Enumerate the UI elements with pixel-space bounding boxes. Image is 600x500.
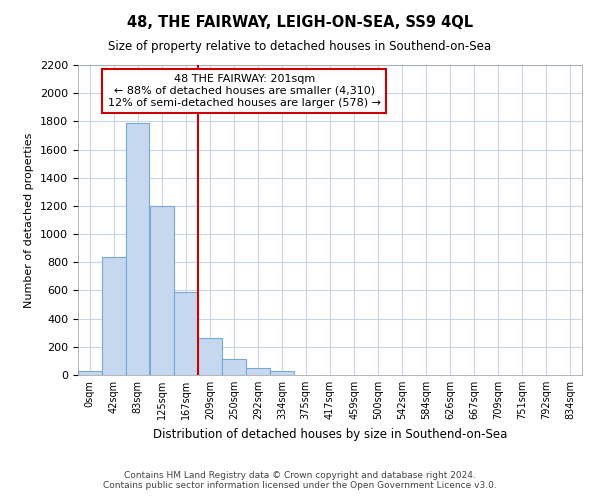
X-axis label: Distribution of detached houses by size in Southend-on-Sea: Distribution of detached houses by size … (153, 428, 507, 440)
Text: 48, THE FAIRWAY, LEIGH-ON-SEA, SS9 4QL: 48, THE FAIRWAY, LEIGH-ON-SEA, SS9 4QL (127, 15, 473, 30)
Bar (174, 292, 198, 375)
Bar (199, 338, 222, 375)
Bar (222, 359, 245, 375)
Bar (271, 371, 294, 375)
Bar (102, 256, 126, 375)
Bar (78, 371, 101, 375)
Text: Size of property relative to detached houses in Southend-on-Sea: Size of property relative to detached ho… (109, 40, 491, 53)
Text: Contains HM Land Registry data © Crown copyright and database right 2024.
Contai: Contains HM Land Registry data © Crown c… (103, 470, 497, 490)
Bar (126, 123, 149, 375)
Y-axis label: Number of detached properties: Number of detached properties (25, 132, 34, 308)
Text: 48 THE FAIRWAY: 201sqm
← 88% of detached houses are smaller (4,310)
12% of semi-: 48 THE FAIRWAY: 201sqm ← 88% of detached… (108, 74, 381, 108)
Bar (150, 206, 173, 375)
Bar (246, 368, 270, 375)
